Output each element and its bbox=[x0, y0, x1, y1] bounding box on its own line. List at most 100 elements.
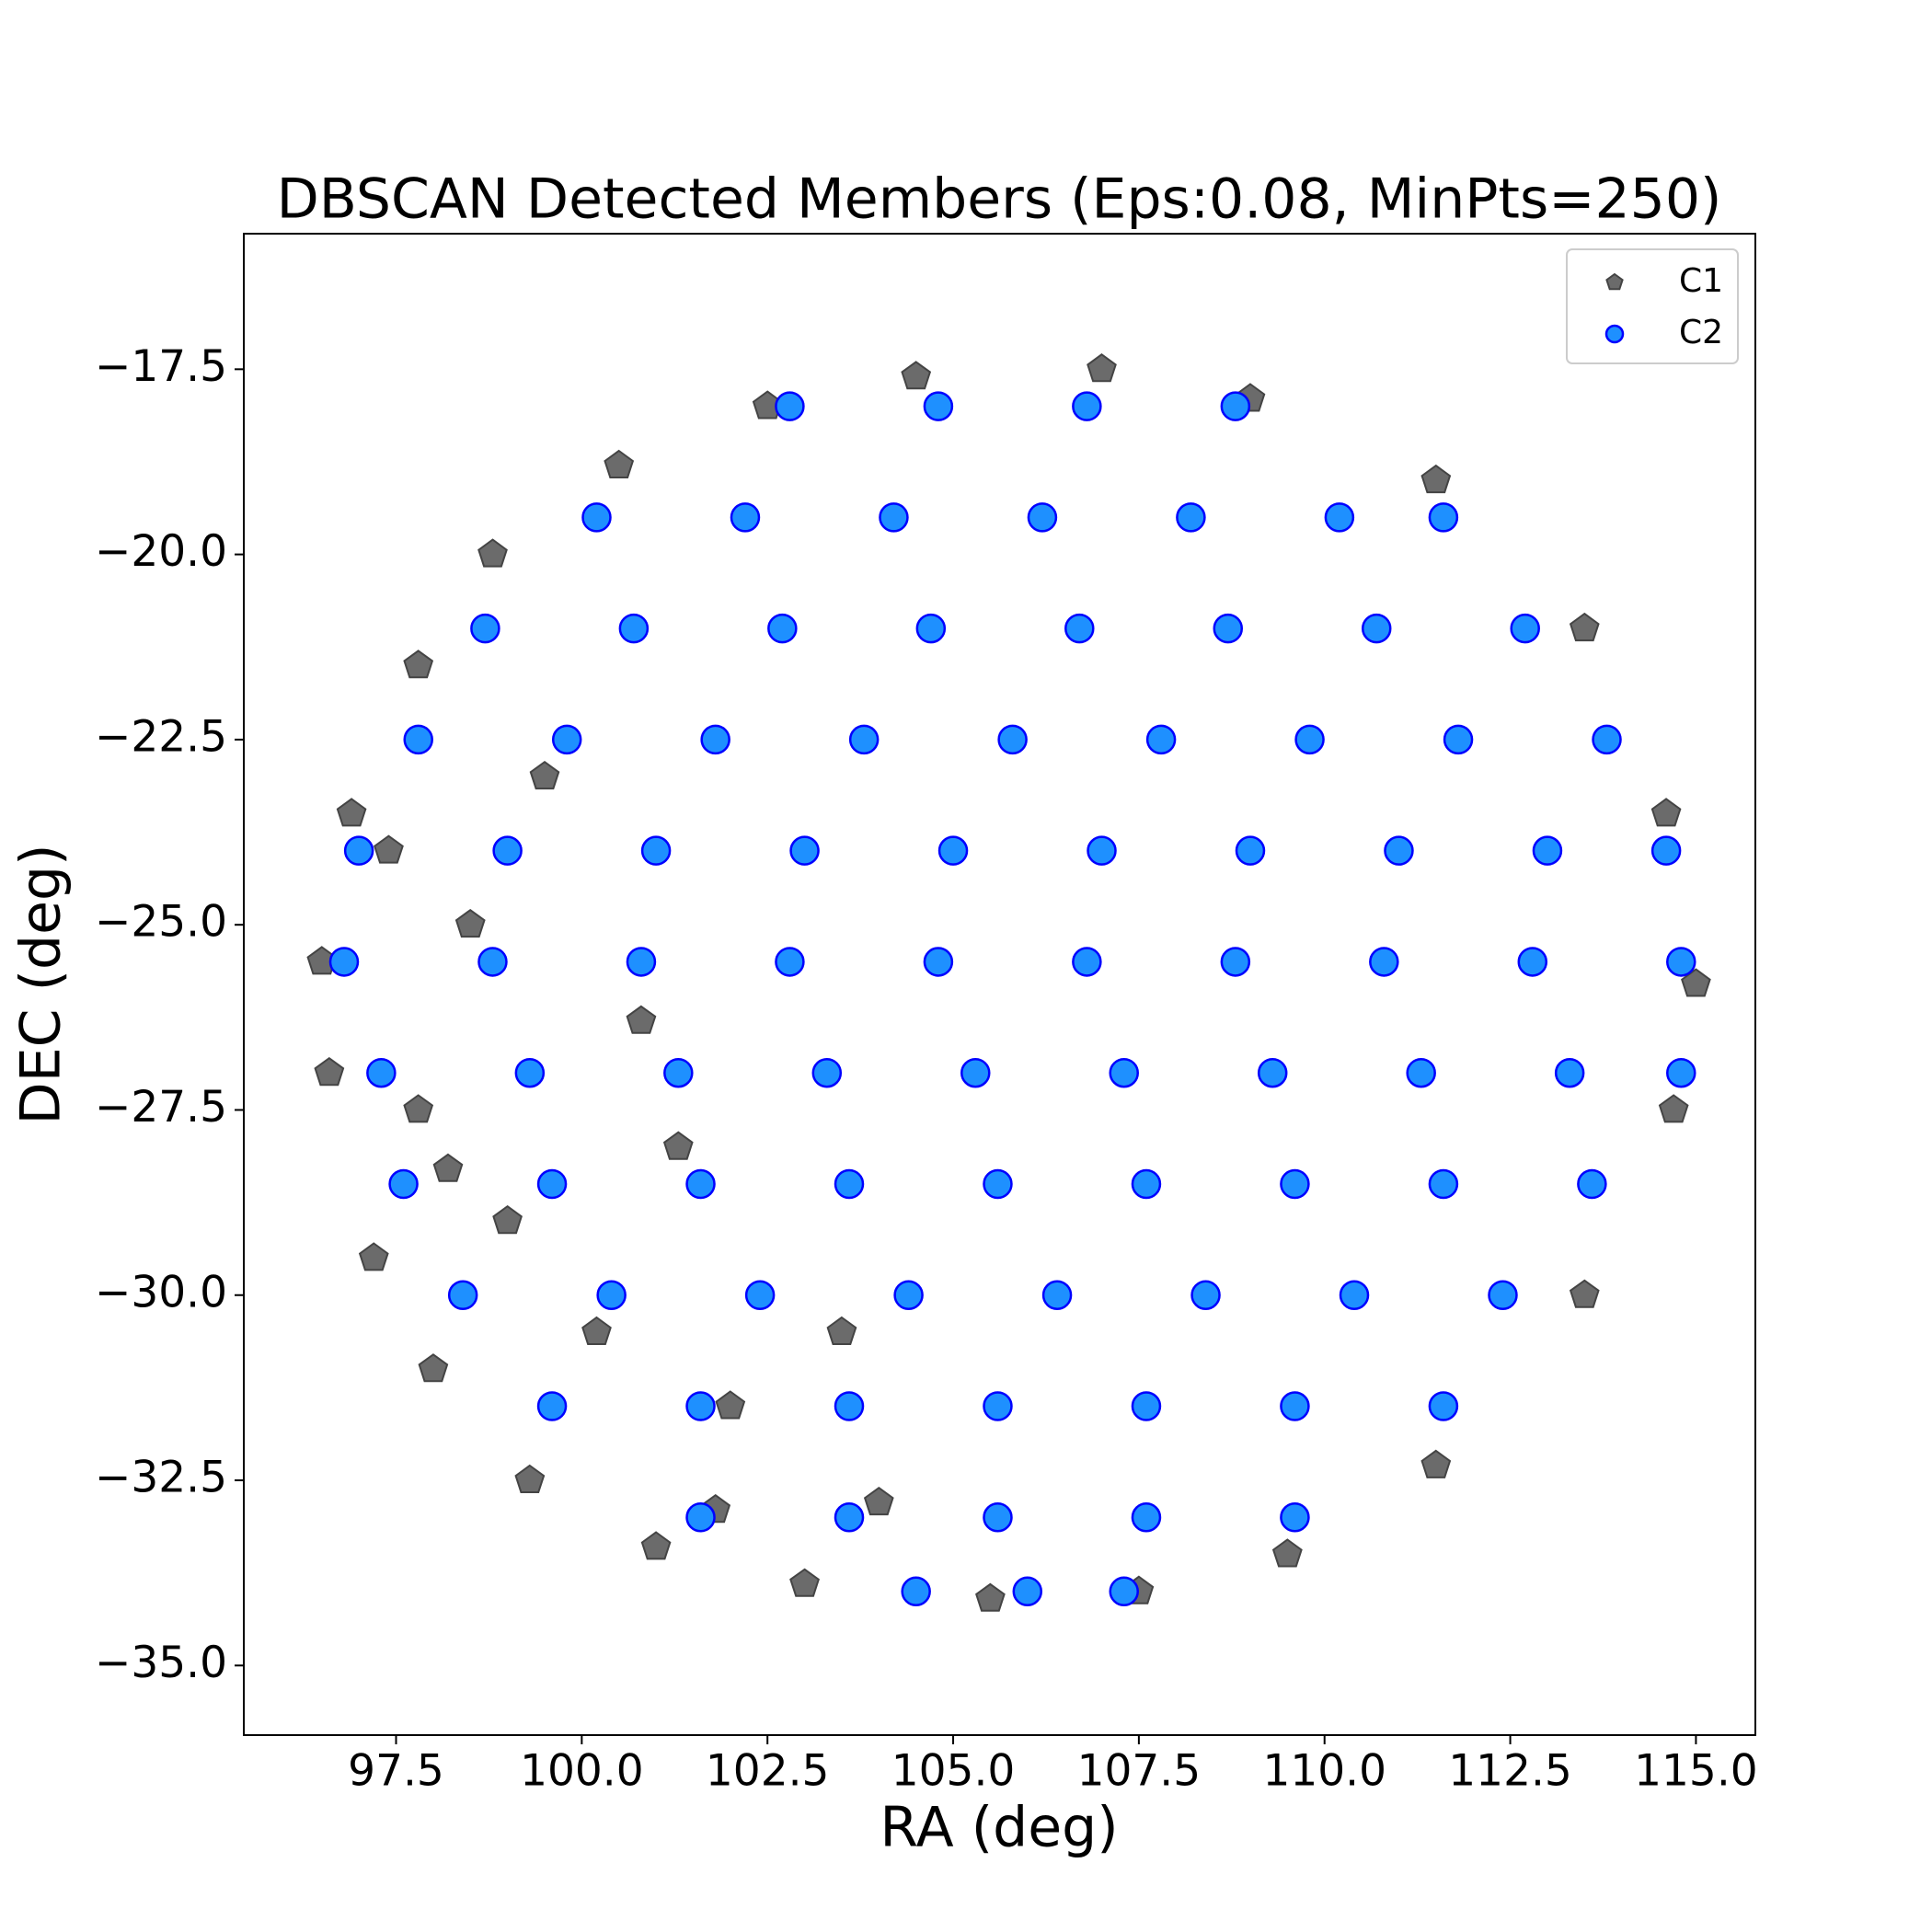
x-axis-title: RA (deg) bbox=[880, 1796, 1118, 1860]
point bbox=[492, 1204, 523, 1235]
point bbox=[923, 391, 954, 421]
point bbox=[1257, 1057, 1288, 1088]
point bbox=[1339, 1280, 1370, 1311]
x-tick-label: 105.0 bbox=[891, 1746, 1016, 1797]
point bbox=[775, 391, 805, 421]
point bbox=[1072, 947, 1102, 977]
point bbox=[477, 947, 508, 977]
y-tick-label: −30.0 bbox=[95, 1267, 227, 1317]
point bbox=[1420, 464, 1452, 494]
point bbox=[1569, 612, 1600, 642]
point bbox=[1064, 613, 1095, 644]
point bbox=[1577, 1168, 1607, 1200]
plot-frame bbox=[243, 233, 1756, 1736]
y-tick-label: −35.0 bbox=[95, 1638, 227, 1688]
point bbox=[879, 502, 909, 533]
point bbox=[447, 1280, 478, 1311]
point bbox=[529, 760, 560, 790]
point bbox=[1072, 391, 1102, 421]
point bbox=[1213, 613, 1244, 644]
chart-title: DBSCAN Detected Members (Eps:0.08, MinPt… bbox=[277, 167, 1722, 232]
point bbox=[626, 1005, 657, 1034]
point bbox=[1658, 1094, 1689, 1123]
point bbox=[1294, 724, 1325, 755]
x-tick-label: 97.5 bbox=[348, 1746, 444, 1797]
point bbox=[834, 1502, 865, 1533]
point bbox=[1681, 968, 1711, 997]
point bbox=[1420, 1449, 1452, 1478]
point bbox=[997, 724, 1028, 755]
point bbox=[983, 1502, 1013, 1533]
y-tick-label: −25.0 bbox=[95, 897, 227, 948]
point bbox=[477, 538, 508, 568]
point bbox=[685, 1502, 716, 1533]
point bbox=[1428, 502, 1459, 533]
point bbox=[626, 947, 657, 977]
point bbox=[604, 449, 635, 478]
point bbox=[366, 1057, 397, 1088]
y-tick-label: −20.0 bbox=[95, 526, 227, 577]
point bbox=[983, 1391, 1013, 1421]
point bbox=[581, 1316, 612, 1345]
point bbox=[1131, 1391, 1162, 1421]
point bbox=[663, 1057, 694, 1088]
point bbox=[1324, 502, 1355, 533]
point bbox=[1271, 1538, 1303, 1568]
point bbox=[403, 1094, 434, 1123]
point bbox=[789, 1568, 820, 1597]
point bbox=[1280, 1168, 1310, 1200]
point bbox=[1666, 947, 1696, 977]
point bbox=[358, 1242, 389, 1271]
point bbox=[811, 1057, 843, 1088]
point bbox=[789, 835, 820, 866]
point bbox=[1532, 835, 1563, 866]
point bbox=[730, 502, 761, 533]
point bbox=[640, 1531, 672, 1560]
point bbox=[343, 835, 374, 866]
point bbox=[685, 1391, 716, 1421]
point bbox=[596, 1280, 627, 1311]
point bbox=[418, 1353, 449, 1383]
legend-marker bbox=[1605, 272, 1624, 291]
x-tick-label: 110.0 bbox=[1262, 1746, 1386, 1797]
point bbox=[432, 1153, 464, 1182]
point bbox=[1087, 835, 1117, 866]
y-tick-label: −22.5 bbox=[95, 711, 227, 762]
point bbox=[834, 1391, 865, 1421]
point bbox=[536, 1168, 568, 1200]
point bbox=[775, 947, 805, 977]
point bbox=[1027, 502, 1058, 533]
point bbox=[470, 613, 500, 644]
legend-label: C2 bbox=[1679, 314, 1723, 351]
point bbox=[715, 1390, 746, 1420]
x-tick-label: 100.0 bbox=[520, 1746, 644, 1797]
point bbox=[1087, 353, 1117, 383]
point bbox=[975, 1582, 1006, 1612]
plot-points bbox=[306, 353, 1711, 1612]
point bbox=[834, 1168, 865, 1200]
point bbox=[1190, 1280, 1221, 1311]
point bbox=[403, 650, 434, 679]
point bbox=[1592, 724, 1622, 755]
point bbox=[1109, 1576, 1139, 1607]
point bbox=[1510, 613, 1540, 644]
point bbox=[1554, 1057, 1585, 1088]
point bbox=[1384, 835, 1414, 866]
point bbox=[336, 798, 367, 827]
point bbox=[314, 1056, 345, 1087]
point bbox=[1041, 1280, 1073, 1311]
point bbox=[1131, 1168, 1162, 1200]
point bbox=[388, 1168, 419, 1200]
point bbox=[662, 1131, 694, 1160]
point bbox=[1428, 1168, 1459, 1200]
point bbox=[1569, 1279, 1600, 1308]
point bbox=[1109, 1057, 1139, 1088]
point bbox=[1361, 613, 1392, 644]
point bbox=[1488, 1280, 1518, 1311]
y-axis-title: DEC (deg) bbox=[9, 845, 74, 1125]
point bbox=[923, 947, 954, 977]
point bbox=[1406, 1057, 1436, 1088]
x-tick-label: 115.0 bbox=[1634, 1746, 1758, 1797]
point bbox=[826, 1316, 857, 1345]
